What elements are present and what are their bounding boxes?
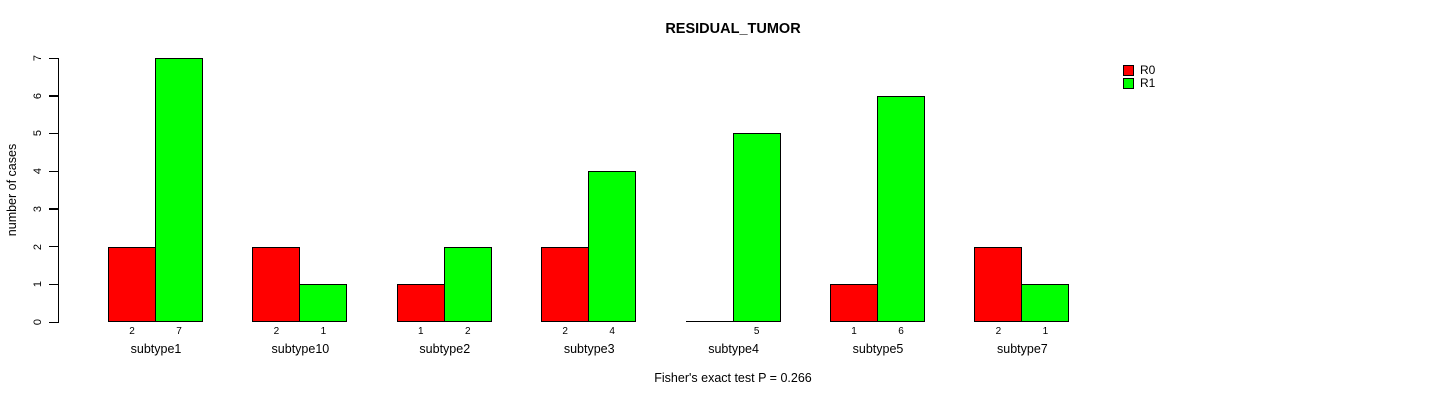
bar-r0-subtype5: [830, 284, 878, 322]
bar-r1-subtype2: [443, 246, 492, 322]
category-label: subtype2: [419, 342, 471, 356]
y-axis-tick: [49, 57, 58, 59]
chart-title: RESIDUAL_TUMOR: [665, 21, 801, 37]
category-label: subtype7: [997, 342, 1048, 356]
bar-r0-subtype2: [396, 284, 445, 322]
category-label: subtype4: [708, 342, 759, 356]
bar-r1-subtype1: [155, 58, 203, 322]
annotation-text: Fisher's exact test P = 0.266: [654, 371, 812, 385]
y-axis-tick: [49, 95, 58, 97]
legend-item-r1: R1: [1123, 76, 1156, 90]
bar-value-label: 4: [609, 326, 615, 337]
bar-r0-subtype1: [108, 246, 156, 322]
bar-value-label: 1: [320, 326, 327, 337]
bar-value-label: 2: [562, 326, 568, 337]
legend-item-r0: R0: [1123, 63, 1156, 77]
category-label: subtype5: [852, 342, 904, 356]
y-tick-label: 7: [32, 54, 44, 62]
bar-r0-subtype10: [252, 246, 301, 322]
bar-r0-subtype4-zero: [685, 321, 734, 323]
legend-label-r0: R0: [1140, 63, 1156, 77]
bar-value-label: 2: [465, 326, 471, 337]
y-axis-tick: [49, 246, 58, 248]
legend-swatch-r0: [1123, 65, 1134, 76]
bar-r1-subtype10: [299, 284, 348, 322]
y-tick-label: 3: [32, 205, 44, 212]
category-label: subtype3: [563, 342, 615, 356]
bar-r1-subtype7: [1021, 284, 1070, 322]
category-label: subtype10: [271, 342, 330, 356]
bar-value-label: 6: [898, 326, 904, 337]
y-axis-tick: [49, 170, 58, 173]
legend: R0 R1: [1123, 63, 1156, 91]
bar-value-label: 1: [418, 326, 424, 337]
bar-value-label: 7: [176, 326, 182, 337]
bar-r0-subtype3: [541, 246, 590, 322]
bar-r1-subtype5: [877, 95, 925, 322]
y-tick-label: 4: [32, 168, 44, 175]
y-axis-tick: [49, 321, 58, 323]
y-axis-tick: [49, 283, 58, 286]
y-axis-tick: [49, 132, 58, 135]
legend-label-r1: R1: [1140, 76, 1156, 90]
bar-value-label: 2: [129, 326, 135, 337]
bar-r0-subtype7: [974, 246, 1023, 322]
bar-value-label: 5: [753, 326, 760, 337]
bar-r1-subtype3: [588, 171, 637, 322]
y-tick-label: 2: [32, 243, 44, 250]
y-tick-label: 5: [32, 130, 44, 137]
y-tick-label: 6: [32, 92, 44, 99]
y-axis-tick: [49, 208, 58, 210]
bar-value-label: 2: [995, 326, 1002, 337]
bar-value-label: 2: [273, 326, 280, 337]
y-tick-label: 1: [32, 281, 44, 288]
y-axis-line: [58, 58, 60, 323]
y-tick-label: 0: [32, 318, 44, 326]
bar-value-label: 1: [1042, 326, 1049, 337]
bar-r1-subtype4: [732, 133, 781, 322]
legend-swatch-r1: [1123, 78, 1134, 89]
bar-value-label: 1: [851, 326, 857, 337]
category-label: subtype1: [130, 342, 182, 356]
